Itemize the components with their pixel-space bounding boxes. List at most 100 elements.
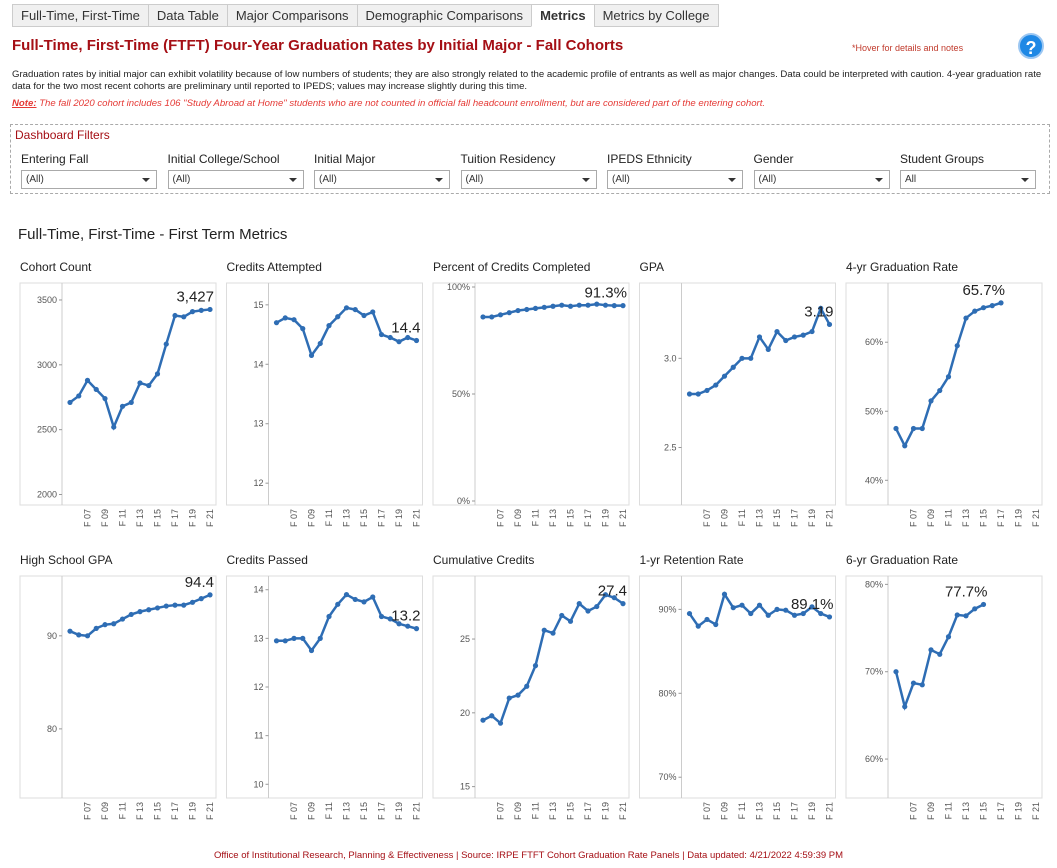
data-point — [893, 425, 899, 432]
y-tick-label: 13 — [253, 633, 263, 643]
data-point — [902, 704, 908, 710]
filter-panel: Dashboard Filters Entering Fall (All) Init… — [10, 124, 1050, 194]
data-point — [945, 634, 952, 640]
data-point — [945, 374, 952, 380]
description: Graduation rates by initial major can ex… — [12, 69, 1042, 92]
chart-frame — [432, 575, 630, 799]
filter: Student Groups All — [900, 152, 1036, 189]
filter-dropdown[interactable]: (All) — [460, 170, 597, 189]
data-point — [119, 403, 126, 409]
data-point — [387, 616, 393, 622]
data-point — [620, 303, 626, 309]
data-point — [989, 303, 995, 309]
data-point — [713, 382, 719, 388]
x-tick-label: F 07 — [289, 802, 299, 820]
tab[interactable]: Major Comparisons — [226, 4, 357, 27]
data-point — [128, 399, 134, 406]
data-point — [721, 591, 728, 597]
data-point — [695, 623, 701, 629]
filter: IPEDS Ethnicity (All) — [607, 152, 743, 189]
data-point — [163, 603, 169, 609]
note: Note: The fall 2020 cohort includes 106 … — [12, 98, 765, 109]
x-tick-label: F 19 — [807, 509, 817, 527]
data-point — [893, 669, 899, 675]
filter-label: Initial College/School — [167, 152, 280, 166]
filter-label: Entering Fall — [21, 152, 89, 166]
data-point — [602, 592, 609, 598]
x-tick-label: F 17 — [583, 509, 593, 527]
filter-label: IPEDS Ethnicity — [607, 152, 692, 166]
data-point — [291, 317, 297, 323]
y-tick-label: 80% — [865, 579, 883, 589]
value-label: 77.7% — [945, 583, 988, 600]
data-point — [532, 305, 539, 311]
chart-frame — [639, 575, 836, 799]
filter-dropdown[interactable]: (All) — [21, 170, 157, 189]
data-point — [181, 602, 187, 608]
data-point — [361, 599, 367, 605]
data-point — [686, 610, 693, 617]
y-tick-label: 15 — [253, 300, 263, 310]
y-tick-label: 15 — [460, 782, 470, 792]
y-tick-label: 80% — [658, 688, 676, 698]
filter-dropdown[interactable]: All — [900, 170, 1036, 189]
y-tick-label: 12 — [253, 478, 263, 488]
x-tick-label: F 15 — [359, 509, 369, 527]
chart-title: Credits Passed — [227, 553, 308, 567]
x-tick-label: F 07 — [83, 802, 93, 820]
x-tick-label: F 15 — [566, 802, 576, 820]
tab[interactable]: Metrics by College — [593, 4, 719, 27]
data-point — [704, 387, 710, 394]
y-tick-label: 40% — [865, 475, 883, 485]
tab[interactable]: Full-Time, First-Time — [12, 4, 148, 27]
data-point — [67, 399, 73, 406]
filter-dropdown[interactable]: (All) — [167, 170, 304, 189]
help-button[interactable]: ? — [1018, 33, 1044, 59]
chart-title: 1-yr Retention Rate — [640, 553, 744, 567]
y-tick-label: 25 — [460, 634, 470, 644]
filter-dropdown[interactable]: (All) — [607, 170, 743, 189]
y-tick-label: 2500 — [37, 425, 57, 435]
x-tick-label: F 11 — [737, 509, 747, 526]
chart-frame — [226, 575, 423, 799]
chart-title: Cohort Count — [20, 260, 92, 274]
x-tick-label: F 11 — [531, 802, 541, 819]
data-point — [937, 651, 943, 657]
data-line — [69, 308, 211, 431]
tab[interactable]: Metrics — [531, 4, 594, 27]
x-tick-label: F 19 — [601, 509, 611, 527]
data-point — [774, 606, 780, 612]
data-point — [704, 616, 710, 623]
data-point — [480, 314, 486, 320]
value-label: 13.2 — [391, 608, 420, 625]
data-line — [482, 593, 624, 726]
charts: Cohort Count 2000 2500 3000 3500 F 07 F 09 F 11… — [19, 260, 1043, 820]
data-point — [370, 309, 376, 315]
data-point — [137, 380, 143, 386]
tab[interactable]: Demographic Comparisons — [356, 4, 532, 27]
data-point — [576, 601, 582, 607]
data-point — [594, 301, 600, 307]
filter-dropdown[interactable]: (All) — [314, 170, 450, 189]
data-point — [67, 628, 73, 634]
x-tick-label: F 11 — [118, 509, 128, 526]
x-tick-label: F 13 — [755, 802, 765, 820]
filter: Initial College/School (All) — [167, 152, 304, 189]
x-tick-label: F 07 — [702, 509, 712, 527]
x-tick-label: F 11 — [944, 509, 954, 526]
x-tick-label: F 13 — [342, 509, 352, 527]
x-tick-label: F 17 — [170, 802, 180, 820]
tab[interactable]: Data Table — [147, 4, 227, 27]
value-label: 3.19 — [804, 303, 833, 320]
filter-dropdown[interactable]: (All) — [753, 170, 890, 189]
data-point — [541, 304, 547, 310]
data-point — [146, 607, 152, 613]
chart-title: Cumulative Credits — [433, 553, 534, 567]
value-label: 91.3% — [584, 285, 627, 302]
x-tick-label: F 13 — [755, 509, 765, 527]
data-point — [585, 302, 591, 308]
data-point — [308, 352, 315, 358]
data-point — [585, 608, 591, 614]
data-point — [352, 306, 358, 313]
chart-title: High School GPA — [20, 553, 113, 567]
